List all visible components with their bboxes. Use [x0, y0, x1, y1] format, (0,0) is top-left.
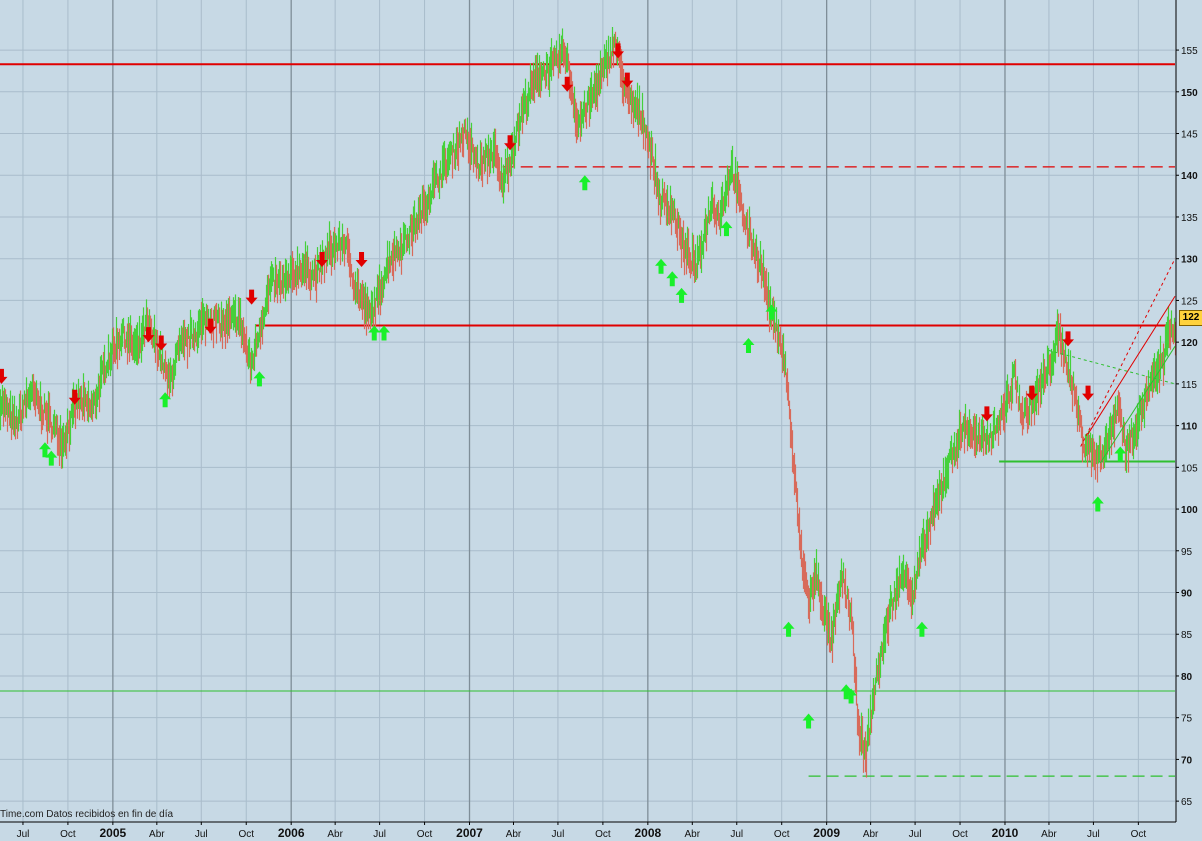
x-tick-label: Oct	[1131, 829, 1147, 840]
last-price-badge: 122	[1179, 310, 1202, 326]
x-tick-label: Abr	[506, 829, 522, 840]
x-tick-label: Jul	[1087, 829, 1100, 840]
sell-signal-arrow	[142, 327, 155, 343]
buy-signal-arrow	[845, 688, 858, 704]
buy-signal-arrow	[159, 392, 172, 408]
y-tick-label: 140	[1181, 171, 1198, 182]
price-series	[0, 27, 1177, 778]
x-tick-label: Jul	[373, 829, 386, 840]
sell-signal-arrow	[1082, 385, 1095, 401]
x-tick-label: Jul	[730, 829, 743, 840]
trend-line	[1099, 346, 1176, 464]
signal-arrows	[0, 43, 1127, 729]
buy-signal-arrow	[675, 287, 688, 303]
buy-signal-arrow	[1091, 496, 1104, 512]
y-tick-label: 65	[1181, 797, 1193, 808]
x-tick-label: Jul	[17, 829, 30, 840]
y-tick-label: 110	[1181, 422, 1198, 433]
buy-signal-arrow	[578, 175, 591, 191]
y-tick-label: 85	[1181, 630, 1193, 641]
sell-signal-arrow	[561, 76, 574, 92]
buy-signal-arrow	[765, 304, 778, 320]
buy-signal-arrow	[666, 271, 679, 287]
sell-signal-arrow	[504, 135, 517, 151]
buy-signal-arrow	[915, 621, 928, 637]
x-tick-label: 2005	[100, 826, 127, 840]
y-tick-label: 75	[1181, 714, 1193, 725]
y-tick-label: 95	[1181, 547, 1193, 558]
buy-signal-arrow	[840, 684, 853, 700]
sell-signal-arrow	[355, 252, 368, 268]
x-tick-label: Oct	[595, 829, 611, 840]
buy-signal-arrow	[253, 371, 266, 387]
grid	[0, 0, 1175, 822]
sell-signal-arrow	[621, 72, 634, 88]
sell-signal-arrow	[245, 289, 258, 305]
sell-signal-arrow	[315, 252, 328, 268]
trend-line	[1080, 258, 1176, 447]
y-tick-label: 135	[1181, 213, 1198, 224]
x-tick-label: 2008	[634, 826, 661, 840]
buy-signal-arrow	[38, 442, 51, 458]
y-tick-label: 130	[1181, 255, 1198, 266]
x-tick-label: Oct	[60, 829, 76, 840]
y-tick-label: 90	[1181, 589, 1193, 600]
x-tick-label: Abr	[685, 829, 701, 840]
buy-signal-arrow	[802, 713, 815, 729]
buy-signal-arrow	[45, 450, 58, 466]
buy-signal-arrow	[368, 325, 381, 341]
trend-line	[1048, 350, 1176, 385]
sell-signal-arrow	[1062, 331, 1075, 347]
buy-signal-arrow	[742, 337, 755, 353]
x-tick-label: Oct	[238, 829, 254, 840]
trend-line	[1087, 295, 1176, 435]
y-tick-label: 105	[1181, 463, 1198, 474]
x-tick-label: Oct	[952, 829, 968, 840]
source-note: Time.com Datos recibidos en fin de día	[0, 809, 174, 820]
x-tick-label: Jul	[552, 829, 565, 840]
x-tick-label: 2009	[813, 826, 840, 840]
x-tick-label: 2010	[992, 826, 1019, 840]
sell-signal-arrow	[204, 318, 217, 334]
x-tick-label: Abr	[149, 829, 165, 840]
sell-signal-arrow	[980, 406, 993, 422]
y-tick-label: 80	[1181, 672, 1193, 683]
y-tick-label: 155	[1181, 46, 1198, 57]
y-axis-panel	[1176, 0, 1202, 841]
sell-signal-arrow	[68, 389, 81, 405]
buy-signal-arrow	[782, 621, 795, 637]
sell-signal-arrow	[612, 43, 625, 59]
x-tick-label: Abr	[1041, 829, 1057, 840]
x-tick-label: Abr	[327, 829, 343, 840]
y-tick-label: 70	[1181, 755, 1193, 766]
y-tick-label: 100	[1181, 505, 1198, 516]
x-tick-label: 2007	[456, 826, 483, 840]
buy-signal-arrow	[378, 325, 391, 341]
y-tick-label: 120	[1181, 338, 1198, 349]
x-tick-label: Jul	[195, 829, 208, 840]
x-tick-label: Oct	[417, 829, 433, 840]
buy-signal-arrow	[1114, 446, 1127, 462]
sell-signal-arrow	[1025, 385, 1038, 401]
x-tick-label: 2006	[278, 826, 305, 840]
x-tick-label: Abr	[863, 829, 879, 840]
y-tick-label: 145	[1181, 130, 1198, 141]
trend-lines	[1048, 258, 1176, 464]
sell-signal-arrow	[0, 368, 8, 384]
y-tick-label: 150	[1181, 88, 1198, 99]
sell-signal-arrow	[155, 335, 168, 351]
y-tick-label: 125	[1181, 296, 1198, 307]
buy-signal-arrow	[720, 221, 733, 237]
buy-signal-arrow	[655, 258, 668, 274]
x-tick-label: Oct	[774, 829, 790, 840]
x-tick-label: Jul	[909, 829, 922, 840]
y-tick-label: 115	[1181, 380, 1197, 391]
